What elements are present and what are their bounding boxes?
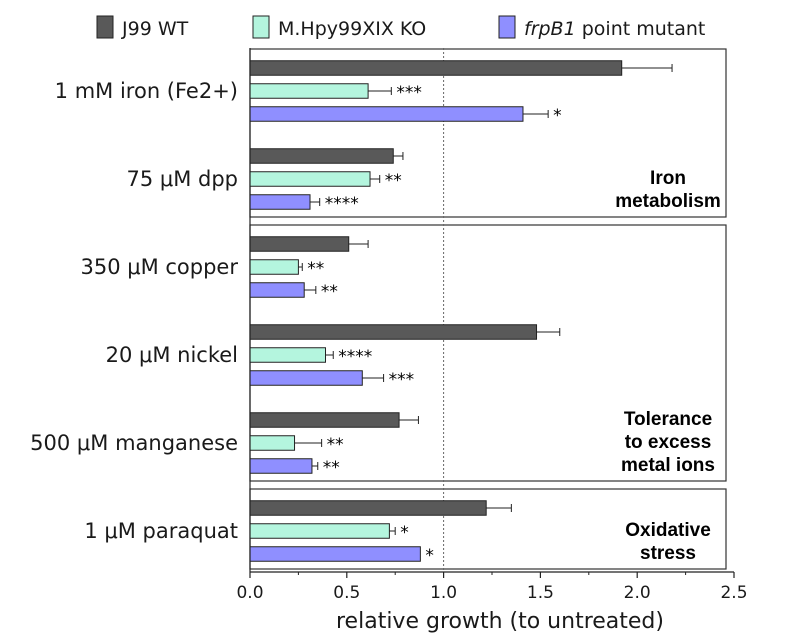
- legend-label-text: J99 WT: [121, 18, 189, 40]
- x-tick-label: 2.5: [720, 583, 747, 603]
- category-labels: 1 mM iron (Fe2+) 75 μM dpp 350 μM copper 20…: [30, 79, 238, 543]
- legend: J99 WT M.Hpy99XIX KO frpB1 point mutant: [96, 15, 705, 40]
- legend-label: M.Hpy99XIX KO: [278, 18, 426, 40]
- x-tick-label: 0.0: [236, 583, 263, 603]
- significance-label: ***: [396, 83, 422, 103]
- bar: [249, 83, 369, 99]
- significance-label: *: [425, 546, 434, 566]
- bar: [249, 523, 390, 539]
- significance-label: *: [400, 523, 409, 543]
- group-label: metabolism: [615, 191, 721, 212]
- bars: ***************************: [249, 60, 673, 566]
- significance-label: **: [385, 171, 402, 191]
- significance-label: **: [307, 259, 324, 279]
- legend-label: frpB1 point mutant: [524, 18, 705, 40]
- bar: [249, 282, 305, 298]
- legend-label-text: M.Hpy99XIX KO: [278, 18, 426, 40]
- group-label: Oxidative: [625, 520, 711, 541]
- category-label: 75 μM dpp: [126, 167, 238, 191]
- bar: [249, 370, 363, 386]
- bar: [249, 60, 623, 76]
- bar: [249, 546, 421, 562]
- bar: [249, 236, 350, 252]
- category-label: 20 μM nickel: [106, 343, 238, 367]
- x-axis-title: relative growth (to untreated): [336, 609, 664, 634]
- bar: [249, 106, 524, 122]
- x-tick-label: 2.0: [624, 583, 651, 603]
- bar: [249, 347, 327, 363]
- bar: [249, 500, 487, 516]
- category-label: 500 μM manganese: [30, 431, 238, 455]
- legend-swatch: [498, 15, 516, 39]
- bar: [249, 259, 299, 275]
- legend-swatch: [96, 15, 114, 39]
- group-label: Iron: [650, 168, 686, 189]
- bar: [249, 458, 313, 474]
- significance-label: **: [321, 282, 338, 302]
- bar: [249, 435, 296, 451]
- bar: [249, 194, 311, 210]
- legend-swatch: [252, 15, 270, 39]
- legend-label-text: point mutant: [576, 18, 706, 40]
- x-axis: 0.0 0.5 1.0 1.5 2.0 2.5: [236, 48, 748, 603]
- x-tick-label: 1.0: [430, 583, 457, 603]
- x-tick-label: 1.5: [527, 583, 554, 603]
- significance-label: **: [327, 435, 344, 455]
- significance-label: ****: [338, 347, 372, 367]
- group-label: metal ions: [621, 455, 715, 476]
- bar: [249, 412, 400, 428]
- x-tick-label: 0.5: [333, 583, 360, 603]
- group-label: to excess: [625, 432, 712, 453]
- group-label: stress: [640, 543, 696, 564]
- significance-label: ***: [389, 370, 415, 390]
- legend-label: J99 WT: [121, 18, 189, 40]
- bar: [249, 171, 371, 187]
- category-label: 1 mM iron (Fe2+): [55, 79, 238, 103]
- significance-label: *: [553, 106, 562, 126]
- significance-label: ****: [325, 194, 359, 214]
- category-label: 1 μM paraquat: [84, 519, 238, 543]
- group-label: Tolerance: [624, 409, 712, 430]
- bar: [249, 148, 394, 164]
- category-label: 350 μM copper: [80, 255, 238, 279]
- bar: [249, 324, 538, 340]
- significance-label: **: [323, 458, 340, 478]
- legend-label-italic: frpB1: [524, 18, 576, 40]
